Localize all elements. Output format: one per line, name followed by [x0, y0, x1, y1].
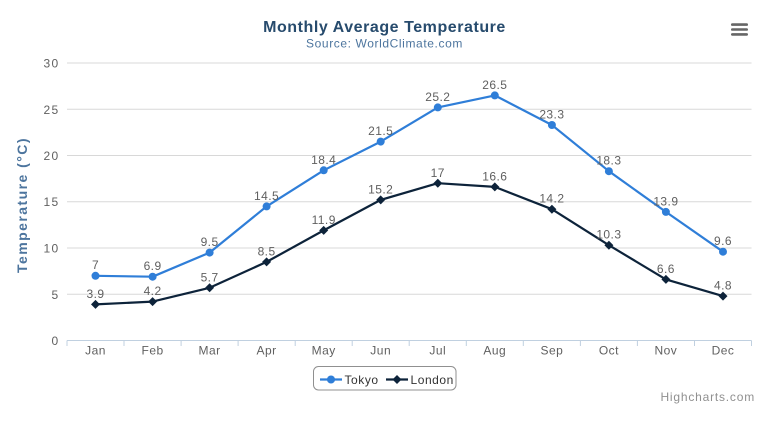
svg-text:5: 5 — [52, 288, 60, 302]
svg-text:Tokyo: Tokyo — [345, 373, 379, 387]
svg-text:Jan: Jan — [85, 344, 106, 358]
svg-text:Apr: Apr — [257, 344, 277, 358]
svg-text:14.5: 14.5 — [254, 189, 279, 203]
svg-text:6.6: 6.6 — [657, 262, 675, 276]
svg-text:3.9: 3.9 — [86, 287, 104, 301]
svg-text:7: 7 — [92, 258, 99, 272]
svg-text:15: 15 — [44, 195, 60, 209]
svg-text:30: 30 — [44, 57, 60, 71]
svg-text:15.2: 15.2 — [368, 182, 393, 196]
svg-text:25.2: 25.2 — [425, 90, 450, 104]
svg-text:London: London — [411, 373, 454, 387]
svg-text:May: May — [312, 344, 336, 358]
svg-text:Source: WorldClimate.com: Source: WorldClimate.com — [306, 37, 463, 51]
svg-text:Monthly Average Temperature: Monthly Average Temperature — [263, 19, 506, 36]
svg-text:18.4: 18.4 — [311, 153, 336, 167]
svg-text:Mar: Mar — [199, 344, 221, 358]
svg-text:Sep: Sep — [540, 344, 563, 358]
svg-text:Highcharts.com: Highcharts.com — [660, 390, 755, 404]
svg-text:Aug: Aug — [483, 344, 506, 358]
svg-text:8.5: 8.5 — [258, 244, 276, 258]
svg-text:17: 17 — [431, 166, 445, 180]
svg-text:20: 20 — [44, 149, 60, 163]
svg-text:10: 10 — [44, 242, 60, 256]
svg-text:Jun: Jun — [370, 344, 391, 358]
svg-text:11.9: 11.9 — [312, 213, 336, 227]
svg-text:23.3: 23.3 — [539, 108, 564, 122]
svg-text:18.3: 18.3 — [596, 154, 621, 168]
svg-text:6.9: 6.9 — [144, 259, 162, 273]
svg-text:Jul: Jul — [429, 344, 446, 358]
svg-text:Dec: Dec — [712, 344, 735, 358]
svg-text:14.2: 14.2 — [539, 192, 564, 206]
svg-text:Nov: Nov — [654, 344, 677, 358]
svg-text:9.5: 9.5 — [201, 235, 219, 249]
svg-text:16.6: 16.6 — [482, 169, 507, 183]
svg-text:4.8: 4.8 — [714, 279, 732, 293]
svg-text:21.5: 21.5 — [368, 124, 393, 138]
svg-text:13.9: 13.9 — [653, 194, 678, 208]
svg-text:Feb: Feb — [142, 344, 164, 358]
svg-text:26.5: 26.5 — [482, 78, 507, 92]
svg-text:10.3: 10.3 — [596, 228, 621, 242]
svg-text:25: 25 — [44, 103, 60, 117]
svg-text:5.7: 5.7 — [201, 270, 219, 284]
svg-text:Temperature (°C): Temperature (°C) — [14, 137, 30, 273]
svg-text:Oct: Oct — [599, 344, 619, 358]
svg-text:4.2: 4.2 — [144, 284, 162, 298]
svg-text:9.6: 9.6 — [714, 234, 732, 248]
svg-text:0: 0 — [52, 334, 60, 348]
